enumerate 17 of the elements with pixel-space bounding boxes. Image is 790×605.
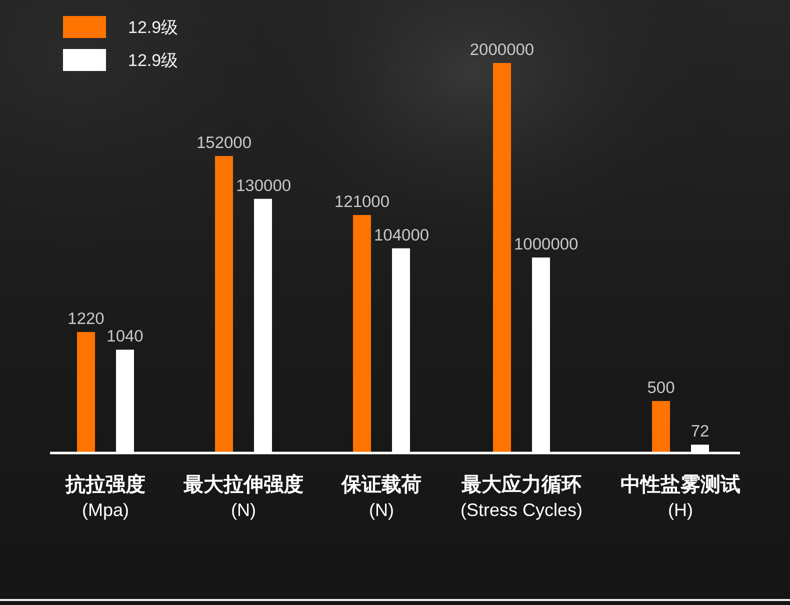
x-tick-label: 抗拉强度 (Mpa) (64, 473, 146, 520)
x-tick-label: 最大拉伸强度 (N) (182, 473, 304, 520)
data-label: 1000000 (514, 236, 578, 254)
data-label: 121000 (334, 193, 390, 211)
x-tick-label: 保证载荷 (N) (340, 474, 422, 520)
legend-label: 12.9级 (128, 18, 178, 37)
data-label: 104000 (374, 226, 430, 244)
data-label: 1220 (68, 310, 104, 328)
x-tick-label: 中性盐雾测试 (H) (620, 473, 740, 520)
x-tick-label: 最大应力循环 (Stress Cycles) (460, 473, 583, 520)
data-label: 1040 (106, 328, 144, 346)
data-label: 152000 (196, 134, 252, 152)
data-label: 72 (690, 422, 710, 441)
data-label: 2000000 (470, 41, 534, 59)
legend-label: 12.9级 (128, 51, 178, 70)
data-label: 130000 (236, 176, 292, 195)
data-label: 500 (647, 379, 675, 397)
